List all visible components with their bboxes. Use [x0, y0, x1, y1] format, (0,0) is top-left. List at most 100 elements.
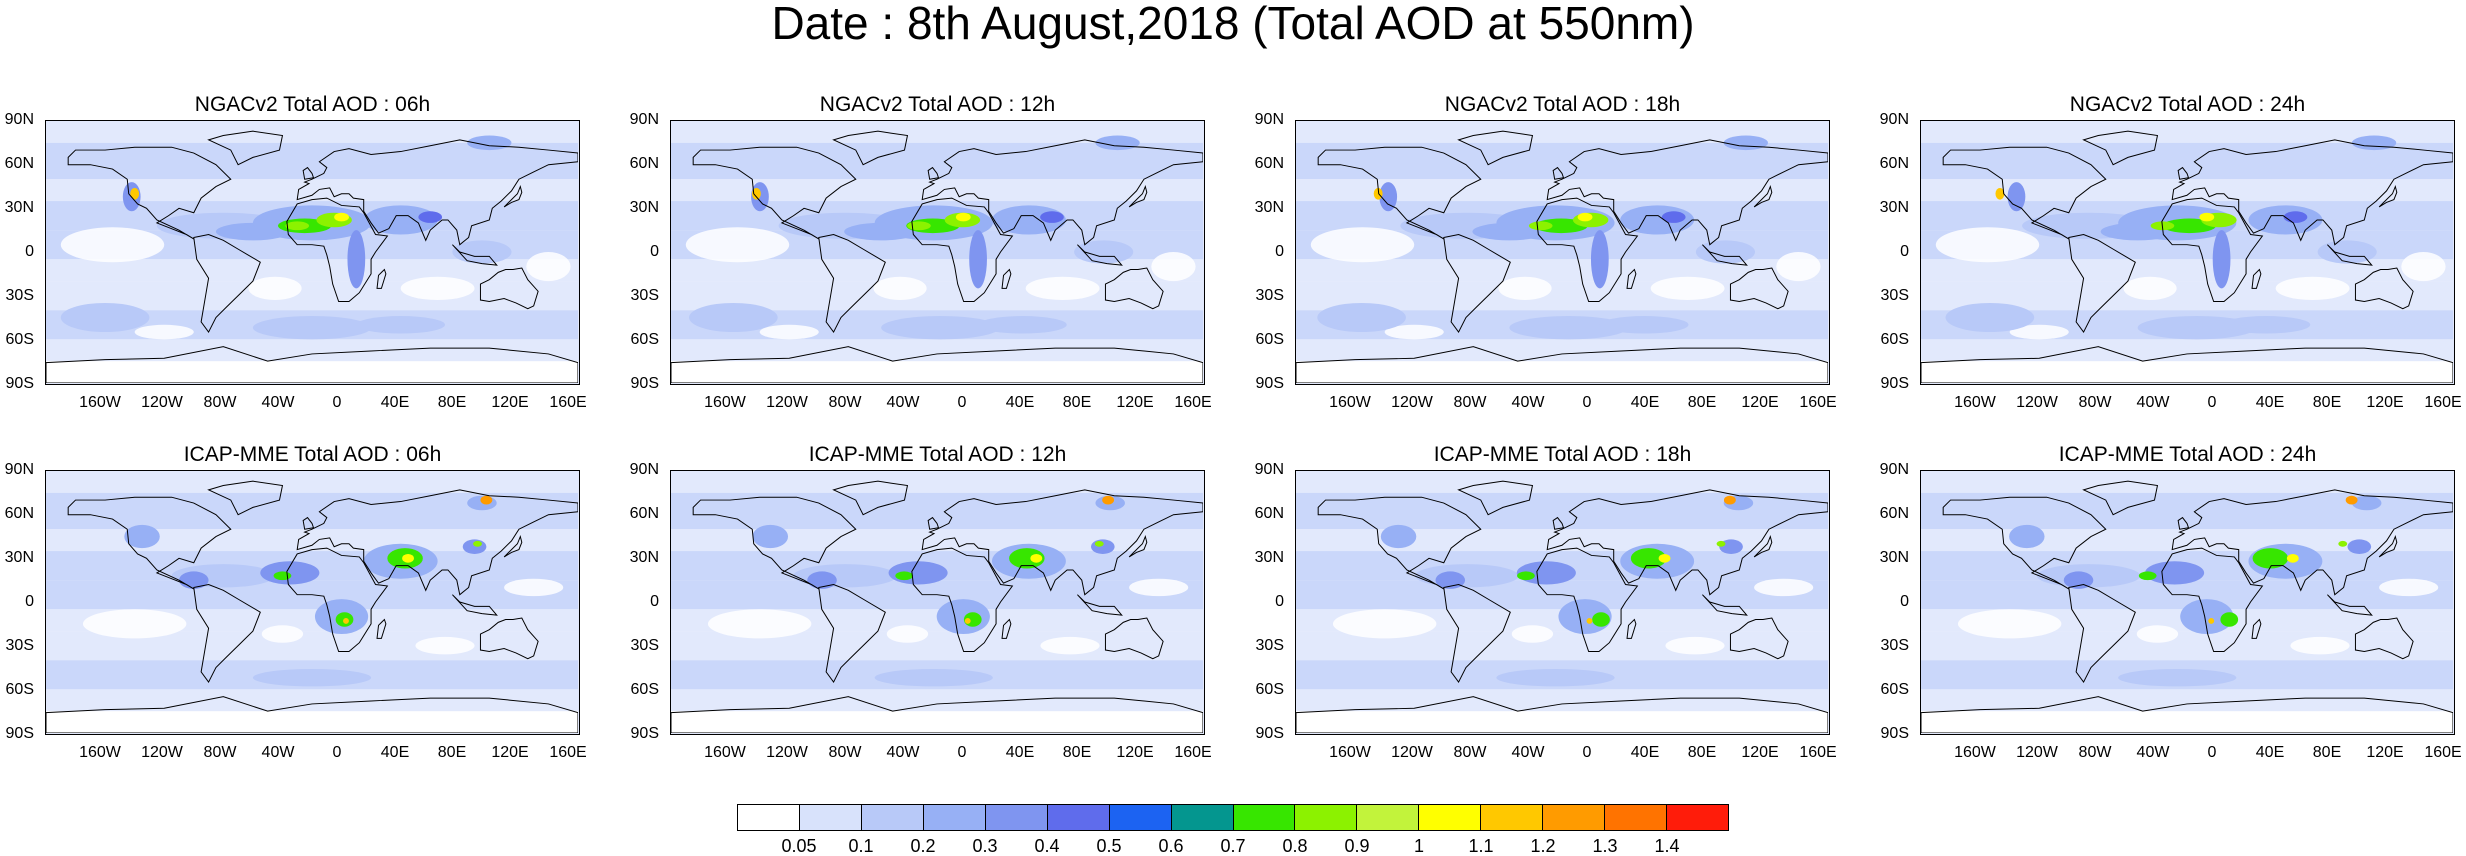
- panel-title: ICAP-MME Total AOD : 24h: [2058, 443, 2317, 466]
- latitude-tick-label: 60N: [1879, 155, 1909, 172]
- longitude-tick-label: 80E: [1687, 744, 1717, 761]
- colorbar-swatch: [1233, 805, 1296, 830]
- panel-title: NGACv2 Total AOD : 18h: [1444, 93, 1681, 116]
- aod-map: [1920, 470, 2455, 735]
- latitude-tick-label: 60N: [1254, 155, 1284, 172]
- longitude-tick-label: 40W: [261, 394, 295, 411]
- coastline-australia: [1729, 267, 1789, 310]
- aod-plume: [969, 230, 987, 289]
- aod-plume: [2221, 316, 2311, 334]
- longitude-tick-label: 0: [957, 394, 967, 411]
- coastline-europe-asia: [921, 139, 1203, 246]
- aod-plume: [1590, 230, 1609, 289]
- aod-plume: [273, 571, 292, 581]
- aod-map-svg: [46, 471, 578, 733]
- coastline-greenland: [832, 480, 909, 516]
- colorbar-tick-label: 0.2: [910, 836, 936, 856]
- longitude-tick-label: 80W: [2078, 744, 2112, 761]
- latitude-tick-label: 30S: [1255, 637, 1284, 654]
- colorbar-swatch: [1357, 805, 1420, 830]
- colorbar-tick-label: 0.6: [1158, 836, 1184, 856]
- aod-band: [46, 339, 578, 362]
- latitude-tick-label: 60S: [1255, 681, 1284, 698]
- clean-region: [685, 227, 790, 263]
- aod-plume: [347, 230, 366, 289]
- panel-title: NGACv2 Total AOD : 24h: [2069, 93, 2306, 116]
- aod-plume: [1723, 135, 1769, 151]
- coastline-africa: [286, 197, 389, 303]
- coastline-uk: [302, 166, 315, 180]
- aod-plume: [2351, 135, 2397, 151]
- map-panel: ICAP-MME Total AOD : 12h 90N 60N 30N 0 30S 60S…: [625, 443, 1212, 785]
- clean-region: [1957, 609, 2062, 639]
- coastline-greenland: [832, 130, 909, 166]
- panel-title: ICAP-MME Total AOD : 12h: [808, 443, 1067, 466]
- aod-plume: [473, 540, 482, 547]
- aod-band: [1296, 121, 1828, 143]
- main-title: Date : 8th August,2018 (Total AOD at 550…: [771, 0, 1695, 49]
- longitude-tick-label: 40E: [1630, 744, 1660, 761]
- longitude-tick-label: 0: [1582, 394, 1592, 411]
- longitude-tick-label: 120W: [766, 394, 808, 411]
- clean-region: [2136, 625, 2179, 643]
- coastline-antarctica: [46, 696, 578, 733]
- longitude-tick-label: 0: [2207, 744, 2217, 761]
- latitude-tick-label: 90N: [1254, 461, 1284, 478]
- aod-plume: [252, 316, 372, 340]
- latitude-tick-label: 60N: [629, 155, 659, 172]
- latitude-tick-label: 0: [1275, 243, 1284, 260]
- latitude-tick-label: 60S: [630, 331, 659, 348]
- aod-plume: [2063, 571, 2094, 589]
- longitude-tick-label: 120E: [2366, 744, 2404, 761]
- aod-plume: [402, 553, 414, 563]
- coastline-australia: [479, 267, 539, 310]
- aod-band: [671, 689, 1203, 712]
- aod-band: [46, 281, 578, 311]
- colorbar: [737, 804, 1729, 831]
- colorbar-swatch: [861, 805, 924, 830]
- latitude-tick-label: 90N: [1879, 461, 1909, 478]
- aod-plume: [2220, 612, 2239, 627]
- longitude-tick-label: 160W: [704, 744, 746, 761]
- coastline-japan: [503, 184, 523, 208]
- colorbar-tick-label: 0.05: [781, 836, 817, 856]
- coastline-uk: [302, 516, 315, 530]
- aod-plume: [1592, 612, 1610, 627]
- aod-plume: [888, 561, 948, 585]
- latitude-tick-label: 90S: [630, 725, 659, 742]
- map-panel: NGACv2 Total AOD : 24h 90N 60N 30N 0 30S 60S 90…: [1875, 93, 2462, 435]
- coastline-antarctica: [671, 346, 1203, 383]
- clean-region: [1650, 276, 1725, 301]
- clean-region: [707, 609, 812, 639]
- colorbar-tick-label: 1.2: [1530, 836, 1556, 856]
- coastline-south-america: [1443, 583, 1511, 684]
- aod-plume: [1517, 571, 1535, 581]
- coastline-greenland: [2082, 480, 2159, 516]
- panel-title: NGACv2 Total AOD : 12h: [819, 93, 1056, 116]
- aod-plume: [1716, 540, 1726, 547]
- coastline-madagascar: [1001, 618, 1012, 639]
- coastline-africa: [2161, 547, 2264, 653]
- map-panel: ICAP-MME Total AOD : 18h 90N 60N 30N 0 30S 60S…: [1250, 443, 1837, 785]
- colorbar-swatch: [985, 805, 1048, 830]
- coastline-europe-asia: [296, 139, 578, 246]
- coastline-south-america: [2068, 583, 2136, 684]
- aod-plume: [1995, 187, 2005, 200]
- aod-band: [671, 471, 1203, 493]
- longitude-tick-label: 0: [1582, 744, 1592, 761]
- longitude-tick-label: 80W: [2078, 394, 2112, 411]
- clean-region: [1025, 276, 1100, 301]
- clean-region: [1040, 636, 1100, 655]
- panel-title: NGACv2 Total AOD : 06h: [194, 93, 431, 116]
- longitude-tick-label: 80W: [828, 394, 862, 411]
- coastline-antarctica: [1296, 346, 1828, 383]
- aod-map: [670, 120, 1205, 385]
- longitude-tick-label: 0: [332, 744, 342, 761]
- aod-band: [1921, 471, 2453, 493]
- aod-plume: [2138, 571, 2157, 581]
- longitude-tick-label: 80E: [437, 394, 467, 411]
- aod-plume: [356, 316, 445, 334]
- map-panel: ICAP-MME Total AOD : 24h 90N 60N 30N 0 30S 60S…: [1875, 443, 2462, 785]
- latitude-tick-label: 90N: [629, 461, 659, 478]
- clean-region: [400, 276, 475, 301]
